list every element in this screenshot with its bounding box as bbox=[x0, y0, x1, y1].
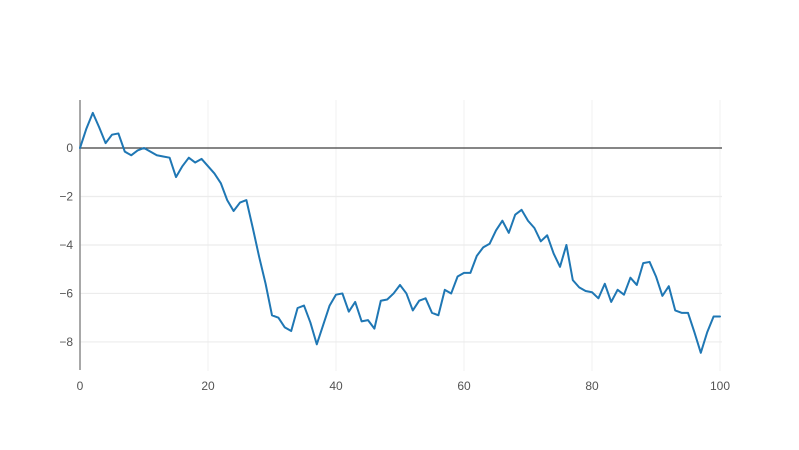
x-tick-label: 60 bbox=[457, 379, 471, 393]
x-tick-label: 80 bbox=[585, 379, 599, 393]
x-tick-label: 40 bbox=[329, 379, 343, 393]
y-tick-label: −8 bbox=[59, 335, 73, 349]
x-tick-label: 100 bbox=[710, 379, 730, 393]
series-line bbox=[79, 111, 721, 354]
x-tick-label: 0 bbox=[77, 379, 84, 393]
y-tick-label: 0 bbox=[66, 141, 73, 155]
y-tick-label: −6 bbox=[59, 286, 73, 300]
y-tick-label: −4 bbox=[59, 238, 73, 252]
y-tick-label: −2 bbox=[59, 189, 73, 203]
x-tick-label: 20 bbox=[201, 379, 215, 393]
